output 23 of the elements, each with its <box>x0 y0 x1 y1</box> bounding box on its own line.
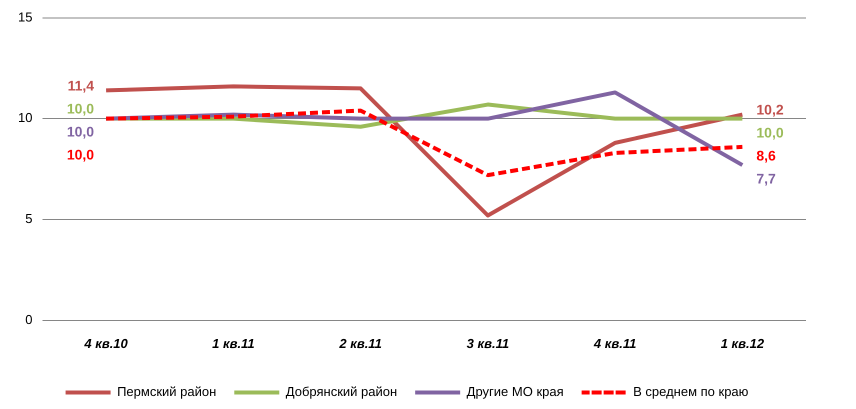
data-label: 10,2 <box>756 101 784 118</box>
data-label: 10,0 <box>66 146 94 162</box>
legend-label: Пермский район <box>117 384 216 400</box>
legend-label: В среднем по краю <box>633 384 749 400</box>
y-tick-label: 15 <box>18 9 32 24</box>
y-tick-label: 0 <box>25 312 32 327</box>
data-label: 10,0 <box>66 123 94 140</box>
y-tick-label: 10 <box>18 110 32 126</box>
line-series <box>104 108 744 178</box>
x-tick-label: 4 кв.11 <box>592 336 636 351</box>
x-tick-label: 4 кв.10 <box>83 336 129 351</box>
x-tick-label: 1 кв.12 <box>720 336 765 351</box>
data-label: 10,0 <box>756 124 784 140</box>
x-tick-label: 2 кв.11 <box>338 336 382 351</box>
y-tick-label: 5 <box>25 211 32 226</box>
data-label: 8,6 <box>756 147 776 164</box>
data-label: 11,4 <box>68 77 94 94</box>
data-label: 7,7 <box>756 170 776 186</box>
x-tick-label: 3 кв.11 <box>466 336 510 351</box>
legend-label: Добрянский район <box>286 384 398 400</box>
data-label: 10,0 <box>66 100 94 116</box>
legend-label: Другие МО края <box>466 384 564 400</box>
x-tick-label: 1 кв.11 <box>212 336 255 351</box>
